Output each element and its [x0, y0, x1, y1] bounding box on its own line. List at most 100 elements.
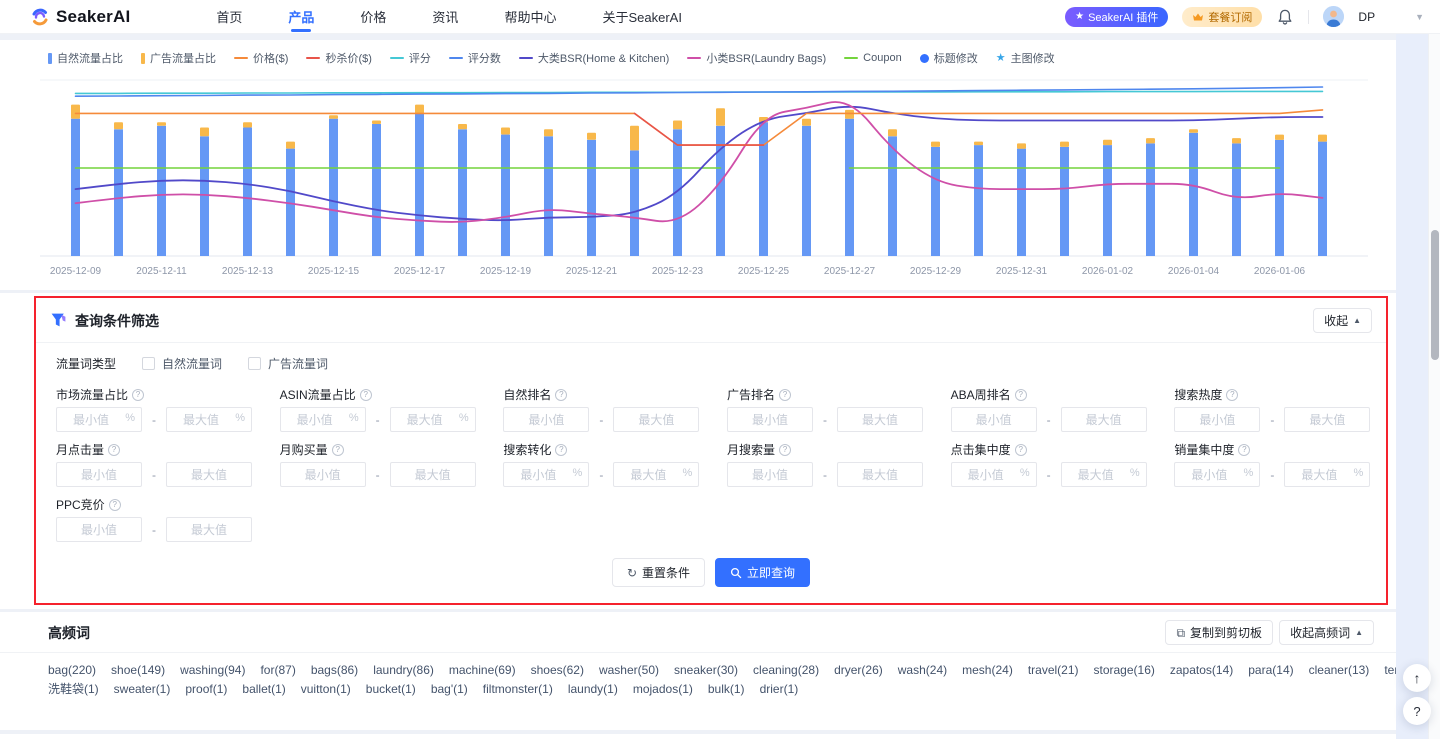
- filter-max-input[interactable]: [1284, 462, 1371, 487]
- traffic-type-option-1[interactable]: 广告流量词: [248, 355, 328, 372]
- subscribe-button[interactable]: 套餐订阅: [1182, 6, 1263, 27]
- filter-max-input[interactable]: [837, 462, 923, 487]
- info-icon[interactable]: ?: [108, 443, 121, 456]
- keyword-tag[interactable]: shoes(62): [530, 663, 584, 677]
- legend-item-6[interactable]: 大类BSR(Home & Kitchen): [518, 50, 669, 66]
- nav-item-3[interactable]: 资讯: [432, 10, 459, 25]
- filter-min-input[interactable]: [503, 462, 590, 487]
- filter-max-input[interactable]: [166, 407, 252, 432]
- user-avatar[interactable]: [1323, 6, 1345, 27]
- keyword-tag[interactable]: laundy(1): [567, 681, 618, 696]
- filter-min-input[interactable]: [56, 517, 142, 542]
- keyword-tag[interactable]: vuitton(1): [300, 681, 351, 696]
- nav-item-0[interactable]: 首页: [216, 10, 243, 25]
- info-icon[interactable]: ?: [1014, 443, 1027, 456]
- legend-item-3[interactable]: 秒杀价($): [306, 50, 372, 66]
- nav-more-chevron-icon[interactable]: ▼: [1415, 11, 1424, 22]
- keyword-tag[interactable]: machine(69): [448, 663, 516, 677]
- keyword-tag[interactable]: wash(24): [897, 663, 948, 677]
- filter-max-input[interactable]: [166, 462, 252, 487]
- nav-item-1[interactable]: 产品: [288, 0, 314, 34]
- brand-logo[interactable]: SeakerAI: [30, 7, 130, 27]
- keyword-tag[interactable]: filtmonster(1): [482, 681, 553, 696]
- reset-conditions-button[interactable]: ↻ 重置条件: [611, 558, 706, 587]
- keyword-tag[interactable]: sneaker(30): [674, 663, 739, 677]
- help-button[interactable]: ?: [1403, 697, 1431, 725]
- filter-max-input[interactable]: [613, 462, 700, 487]
- filter-max-input[interactable]: [389, 407, 476, 432]
- legend-marker-1[interactable]: ★ 主图修改: [996, 50, 1055, 66]
- filter-min-input[interactable]: [279, 462, 366, 487]
- filter-min-input[interactable]: [279, 407, 366, 432]
- filter-min-input[interactable]: [950, 407, 1037, 432]
- keyword-tag[interactable]: shoe(149): [111, 663, 166, 677]
- keyword-tag[interactable]: drier(1): [759, 681, 799, 696]
- filter-min-input[interactable]: [1174, 407, 1261, 432]
- filter-max-input[interactable]: [613, 407, 700, 432]
- keyword-tag[interactable]: travel(21): [1027, 663, 1079, 677]
- filter-max-input[interactable]: [1060, 462, 1147, 487]
- info-icon[interactable]: ?: [1226, 388, 1239, 401]
- filter-min-input[interactable]: [950, 462, 1037, 487]
- info-icon[interactable]: ?: [555, 388, 568, 401]
- filter-min-input[interactable]: [727, 462, 813, 487]
- info-icon[interactable]: ?: [1238, 443, 1251, 456]
- nav-item-5[interactable]: 关于SeakerAI: [602, 10, 682, 25]
- filter-min-input[interactable]: [56, 462, 142, 487]
- filter-max-input[interactable]: [166, 517, 252, 542]
- keyword-tag[interactable]: proof(1): [185, 681, 228, 696]
- copy-to-clipboard-button[interactable]: ⧉ 复制到剪切板: [1165, 620, 1274, 645]
- keyword-tag[interactable]: cleaning(28): [753, 663, 820, 677]
- keyword-tag[interactable]: bulk(1): [707, 681, 745, 696]
- plugin-button[interactable]: ★ SeakerAI 插件: [1065, 6, 1169, 27]
- legend-item-7[interactable]: 小类BSR(Laundry Bags): [687, 50, 826, 66]
- collapse-keywords-button[interactable]: 收起高频词 ▲: [1279, 620, 1374, 645]
- user-initials[interactable]: DP: [1358, 9, 1376, 24]
- notification-bell-icon[interactable]: [1276, 8, 1294, 26]
- keyword-tag[interactable]: bucket(1): [365, 681, 416, 696]
- legend-item-0[interactable]: 自然流量占比: [48, 50, 123, 66]
- filter-max-input[interactable]: [1284, 407, 1371, 432]
- keyword-tag[interactable]: for(87): [260, 663, 296, 677]
- filter-min-input[interactable]: [727, 407, 813, 432]
- legend-item-1[interactable]: 广告流量占比: [141, 50, 216, 66]
- keyword-tag[interactable]: storage(16): [1093, 663, 1155, 677]
- keyword-tag[interactable]: ballet(1): [242, 681, 286, 696]
- keyword-tag[interactable]: washer(50): [598, 663, 659, 677]
- info-icon[interactable]: ?: [779, 443, 792, 456]
- scrollbar-thumb[interactable]: [1431, 230, 1439, 360]
- info-icon[interactable]: ?: [132, 388, 145, 401]
- keyword-tag[interactable]: laundry(86): [373, 663, 434, 677]
- traffic-trend-chart[interactable]: 2025-12-09 2025-12-11 2025-12-13 2025-12-15…: [14, 68, 1376, 290]
- legend-item-4[interactable]: 评分: [389, 50, 431, 66]
- legend-item-5[interactable]: 评分数: [448, 50, 501, 66]
- info-icon[interactable]: ?: [331, 443, 344, 456]
- keyword-tag[interactable]: mojados(1): [632, 681, 693, 696]
- keyword-tag[interactable]: zapatos(14): [1169, 663, 1234, 677]
- keyword-tag[interactable]: para(14): [1248, 663, 1294, 677]
- filter-max-input[interactable]: [1060, 407, 1147, 432]
- info-icon[interactable]: ?: [779, 388, 792, 401]
- filter-min-input[interactable]: [503, 407, 590, 432]
- legend-marker-0[interactable]: 标题修改: [919, 50, 978, 66]
- keyword-tag[interactable]: sweater(1): [113, 681, 171, 696]
- keyword-tag[interactable]: bag'(1): [430, 681, 468, 696]
- page-scrollbar[interactable]: [1428, 34, 1440, 739]
- keyword-tag[interactable]: washing(94): [180, 663, 246, 677]
- keyword-tag[interactable]: mesh(24): [962, 663, 1013, 677]
- filter-max-input[interactable]: [389, 462, 476, 487]
- keyword-tag[interactable]: cleaner(13): [1308, 663, 1370, 677]
- keyword-tag[interactable]: dryer(26): [834, 663, 883, 677]
- info-icon[interactable]: ?: [1014, 388, 1027, 401]
- info-icon[interactable]: ?: [108, 498, 121, 511]
- keyword-tag[interactable]: bags(86): [310, 663, 359, 677]
- nav-item-4[interactable]: 帮助中心: [504, 10, 557, 25]
- traffic-type-option-0[interactable]: 自然流量词: [142, 355, 222, 372]
- legend-item-2[interactable]: 价格($): [234, 50, 288, 66]
- legend-item-8[interactable]: Coupon: [844, 52, 902, 64]
- keyword-tag[interactable]: 洗鞋袋(1): [48, 681, 99, 696]
- keyword-tag[interactable]: bag(220): [48, 663, 97, 677]
- filter-min-input[interactable]: [1174, 462, 1261, 487]
- filter-max-input[interactable]: [837, 407, 923, 432]
- back-to-top-button[interactable]: ↑: [1403, 664, 1431, 692]
